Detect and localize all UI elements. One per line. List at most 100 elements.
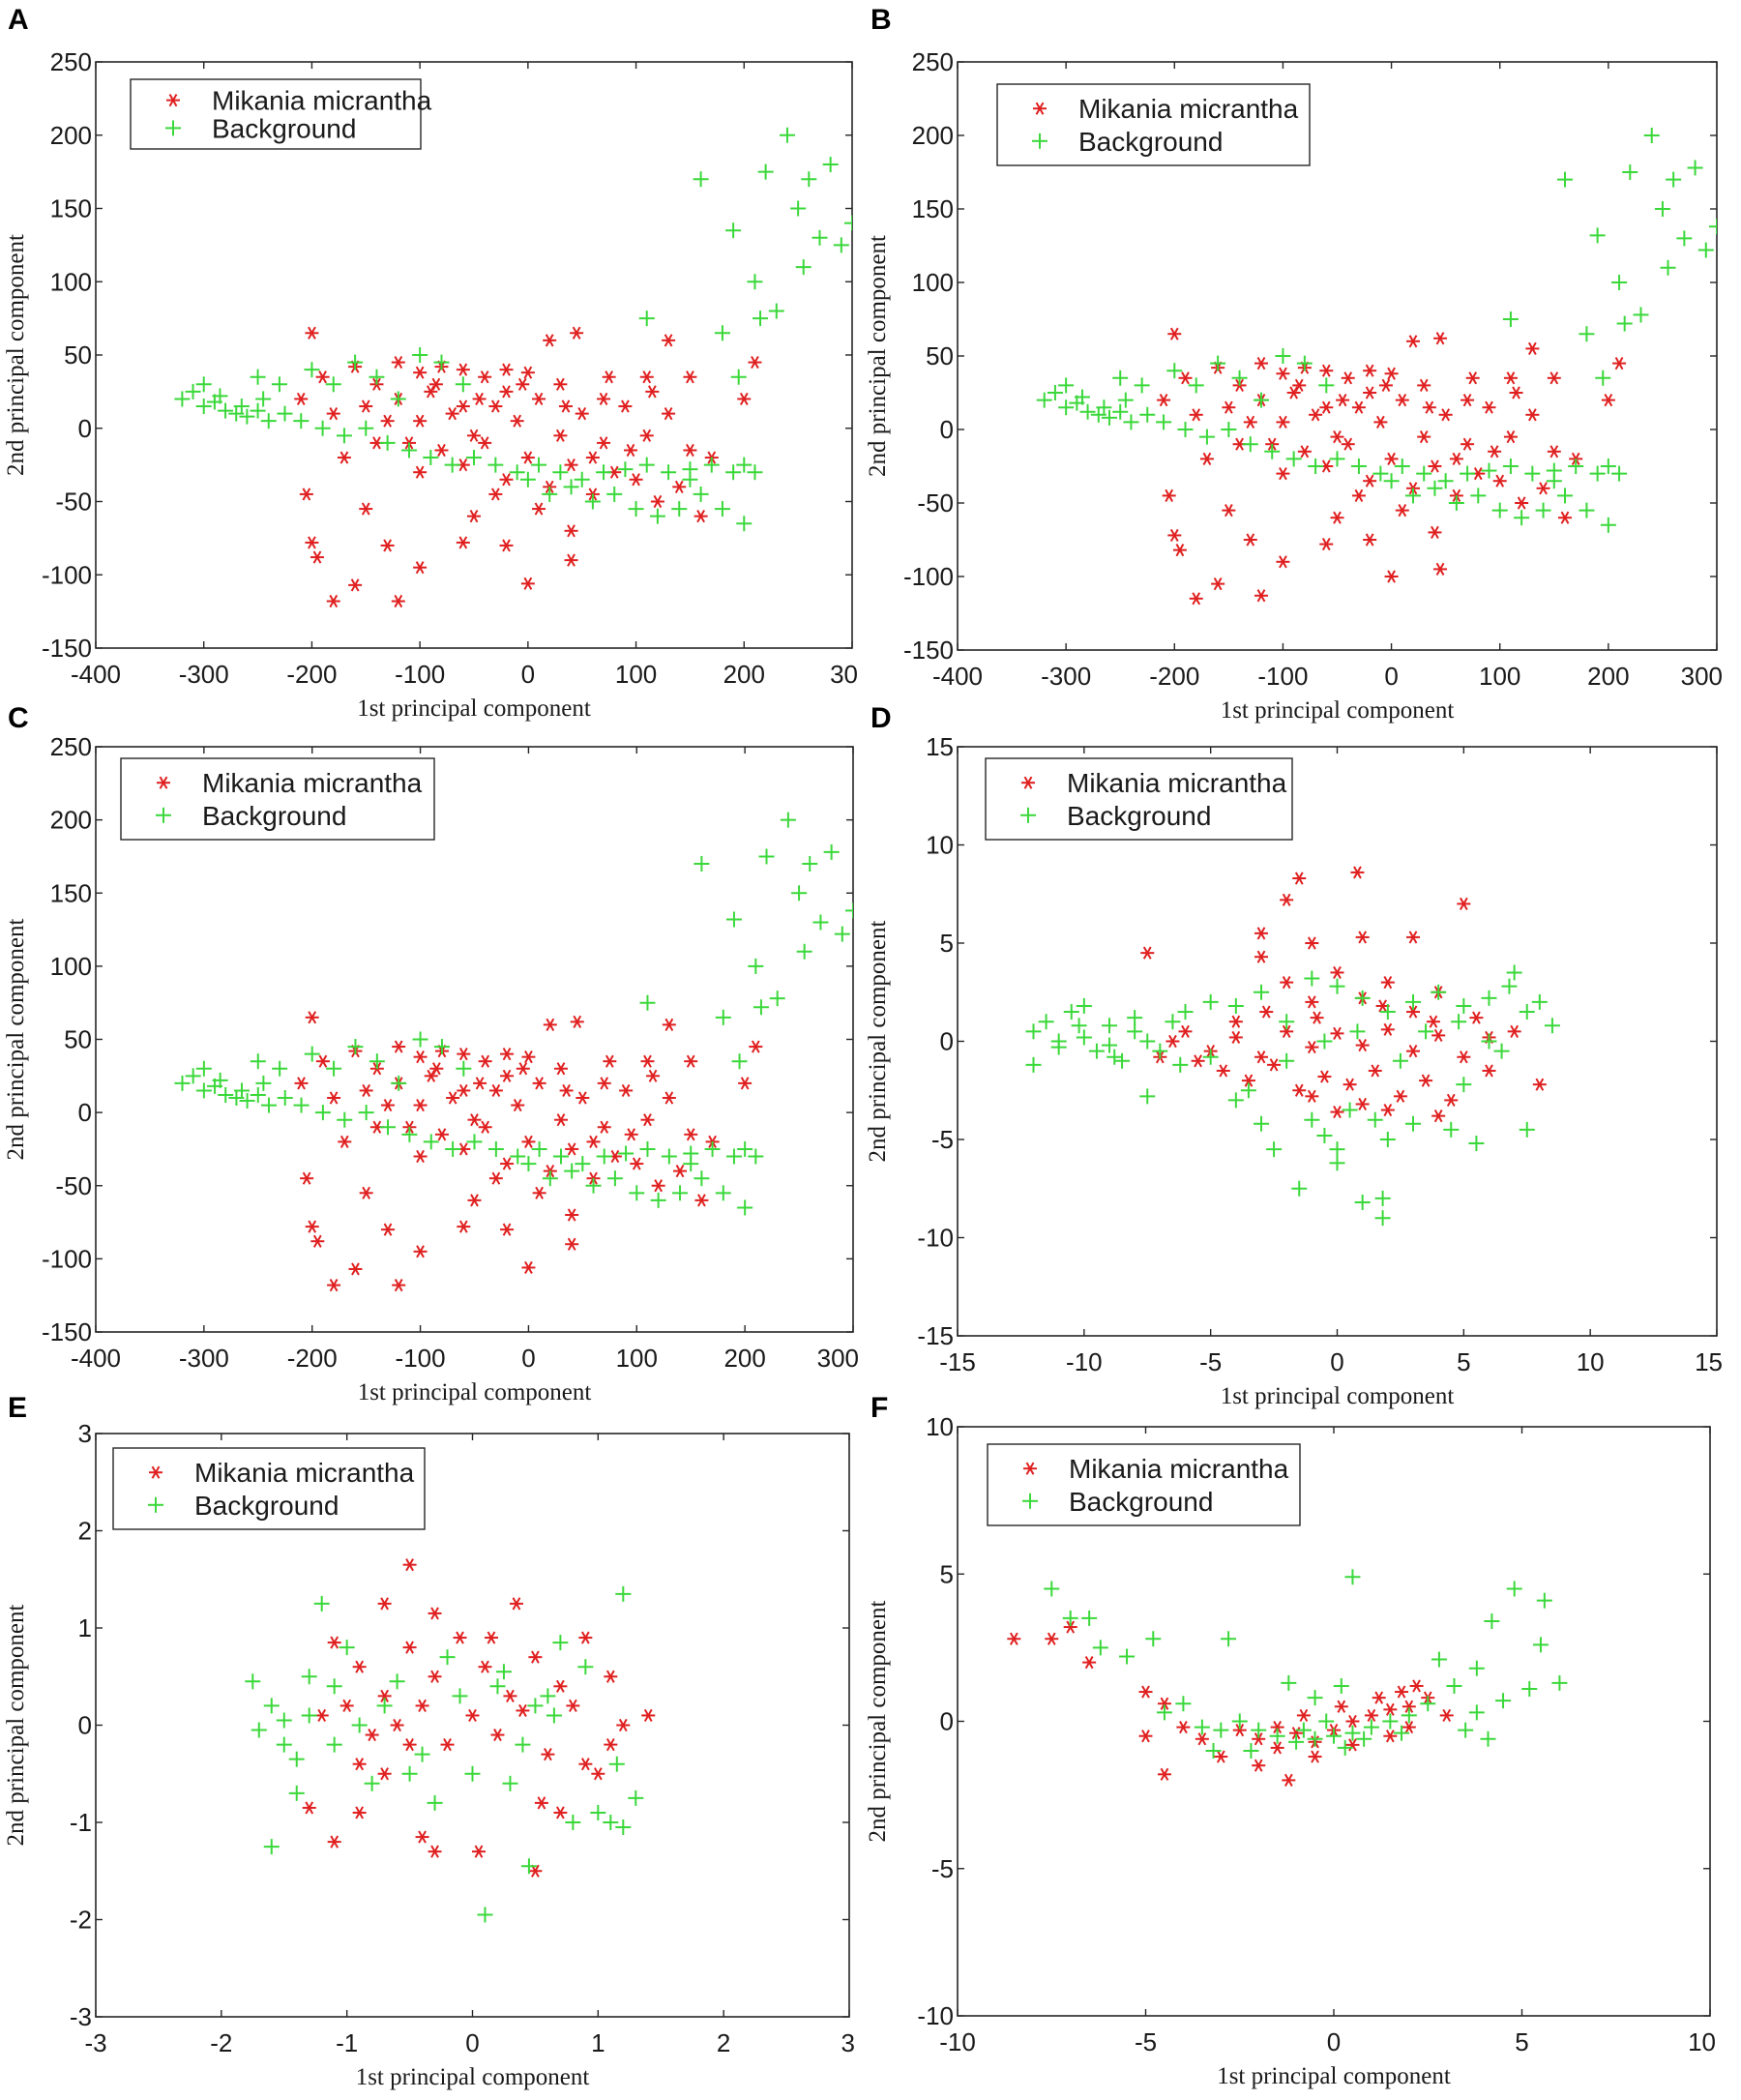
mikania-point: [1297, 445, 1312, 458]
legend-background-marker: [156, 807, 171, 823]
background-point: [1081, 1610, 1098, 1626]
mikania-point: [488, 1171, 503, 1185]
mikania-point: [1317, 1070, 1332, 1083]
background-point: [1420, 1696, 1436, 1712]
mikania-point: [520, 366, 535, 379]
background-point: [1589, 465, 1606, 482]
x-tick-label: -300: [1041, 662, 1091, 691]
mikania-point: [564, 553, 578, 567]
mikania-point: [1243, 415, 1257, 429]
panel-b: B -400 -300 -200 -100 0 100 200 300 -150 -100 -50 0 5…: [865, 4, 1723, 724]
legend-label-mikania: Mikania micrantha: [1067, 768, 1287, 798]
mikania-point: [1319, 537, 1334, 551]
background-point: [376, 1698, 393, 1714]
background-point: [466, 1134, 483, 1150]
background-point: [412, 347, 428, 363]
background-point: [1524, 465, 1541, 482]
mikania-point: [1292, 1083, 1307, 1097]
x-tick-label: 200: [723, 1344, 765, 1373]
mikania-point: [737, 392, 752, 406]
mikania-point: [1503, 371, 1518, 385]
mikania-point: [413, 1149, 428, 1164]
panel-letter: F: [870, 1392, 888, 1424]
mikania-point: [1334, 1700, 1348, 1713]
background-point: [736, 457, 752, 473]
y-axis-label: 2nd principal component: [3, 1604, 29, 1846]
mikania-point: [672, 480, 687, 493]
background-point: [1156, 414, 1172, 430]
mikania-point: [565, 1208, 579, 1222]
mikania-point: [327, 1835, 341, 1849]
x-tick-label: -100: [395, 660, 445, 689]
legend-label-mikania: Mikania micrantha: [1069, 1454, 1289, 1484]
background-point: [1266, 1141, 1283, 1158]
x-tick-label: -300: [179, 1344, 229, 1373]
background-point: [552, 464, 569, 481]
panel-letter: C: [8, 702, 29, 734]
x-tick-label: -5: [1135, 2027, 1157, 2056]
mikania-point: [619, 1083, 634, 1098]
background-point: [414, 1746, 430, 1762]
mikania-point: [1393, 1089, 1407, 1103]
background-point: [1363, 1719, 1379, 1735]
background-point: [715, 1185, 731, 1201]
background-point: [1254, 984, 1269, 1000]
panel-c: C -400 -300 -200 -100 0 100 200 300 -150 -100 -50 0 5…: [3, 702, 859, 1405]
mikania-point: [597, 392, 611, 406]
x-tick-label: 200: [1587, 662, 1629, 691]
background-point: [1242, 436, 1258, 453]
background-point: [540, 1688, 556, 1704]
y-axis-label: 2nd principal component: [865, 235, 891, 477]
background-point: [552, 1148, 569, 1165]
background-point: [250, 1086, 266, 1103]
background-point: [218, 402, 234, 419]
mikania-point: [1525, 341, 1540, 355]
mikania-point: [1547, 445, 1561, 458]
mikania-point: [521, 1050, 536, 1064]
background-point: [748, 958, 764, 974]
background-point: [369, 369, 385, 385]
mikania-point: [339, 1699, 354, 1712]
background-point: [565, 1815, 581, 1830]
mikania-point: [564, 524, 578, 538]
x-tick-label: -10: [1066, 1347, 1103, 1376]
background-point: [1337, 1739, 1353, 1756]
background-point: [577, 1659, 594, 1675]
background-point: [212, 1072, 228, 1088]
x-tick-label: -400: [71, 1344, 121, 1373]
mikania-point: [1457, 897, 1471, 910]
x-tick-label: -300: [179, 660, 229, 689]
mikania-point: [1363, 364, 1377, 377]
background-point: [293, 413, 310, 429]
mikania-point: [1461, 394, 1475, 407]
mikania-point: [467, 429, 481, 442]
y-tick-label: 200: [50, 806, 92, 835]
x-axis-label: 1st principal component: [1221, 1383, 1455, 1409]
y-tick-label: 0: [78, 1098, 92, 1127]
background-point: [531, 1140, 547, 1157]
x-tick-label: 100: [616, 1344, 658, 1373]
y-tick-label: 0: [940, 1027, 954, 1056]
background-point: [638, 311, 655, 327]
background-point: [195, 1082, 212, 1099]
mikania-point: [1167, 528, 1182, 543]
background-point: [1036, 392, 1052, 408]
mikania-point: [413, 1098, 428, 1112]
mikania-point: [1419, 1074, 1433, 1087]
x-tick-label: -2: [210, 2028, 232, 2057]
background-point: [1307, 1730, 1323, 1747]
mikania-point: [683, 443, 697, 458]
x-tick-label: 100: [615, 660, 657, 689]
background-point: [1279, 1014, 1295, 1030]
panel-letter: E: [8, 1392, 27, 1424]
mikania-point: [381, 1223, 396, 1236]
background-point: [1394, 458, 1410, 474]
background-point: [347, 354, 364, 370]
legend-label-background: Background: [212, 113, 356, 143]
background-point: [693, 171, 709, 188]
mikania-point: [575, 407, 589, 421]
mikania-point: [1305, 995, 1319, 1009]
mikania-point: [591, 1767, 605, 1781]
background-point: [736, 516, 752, 532]
